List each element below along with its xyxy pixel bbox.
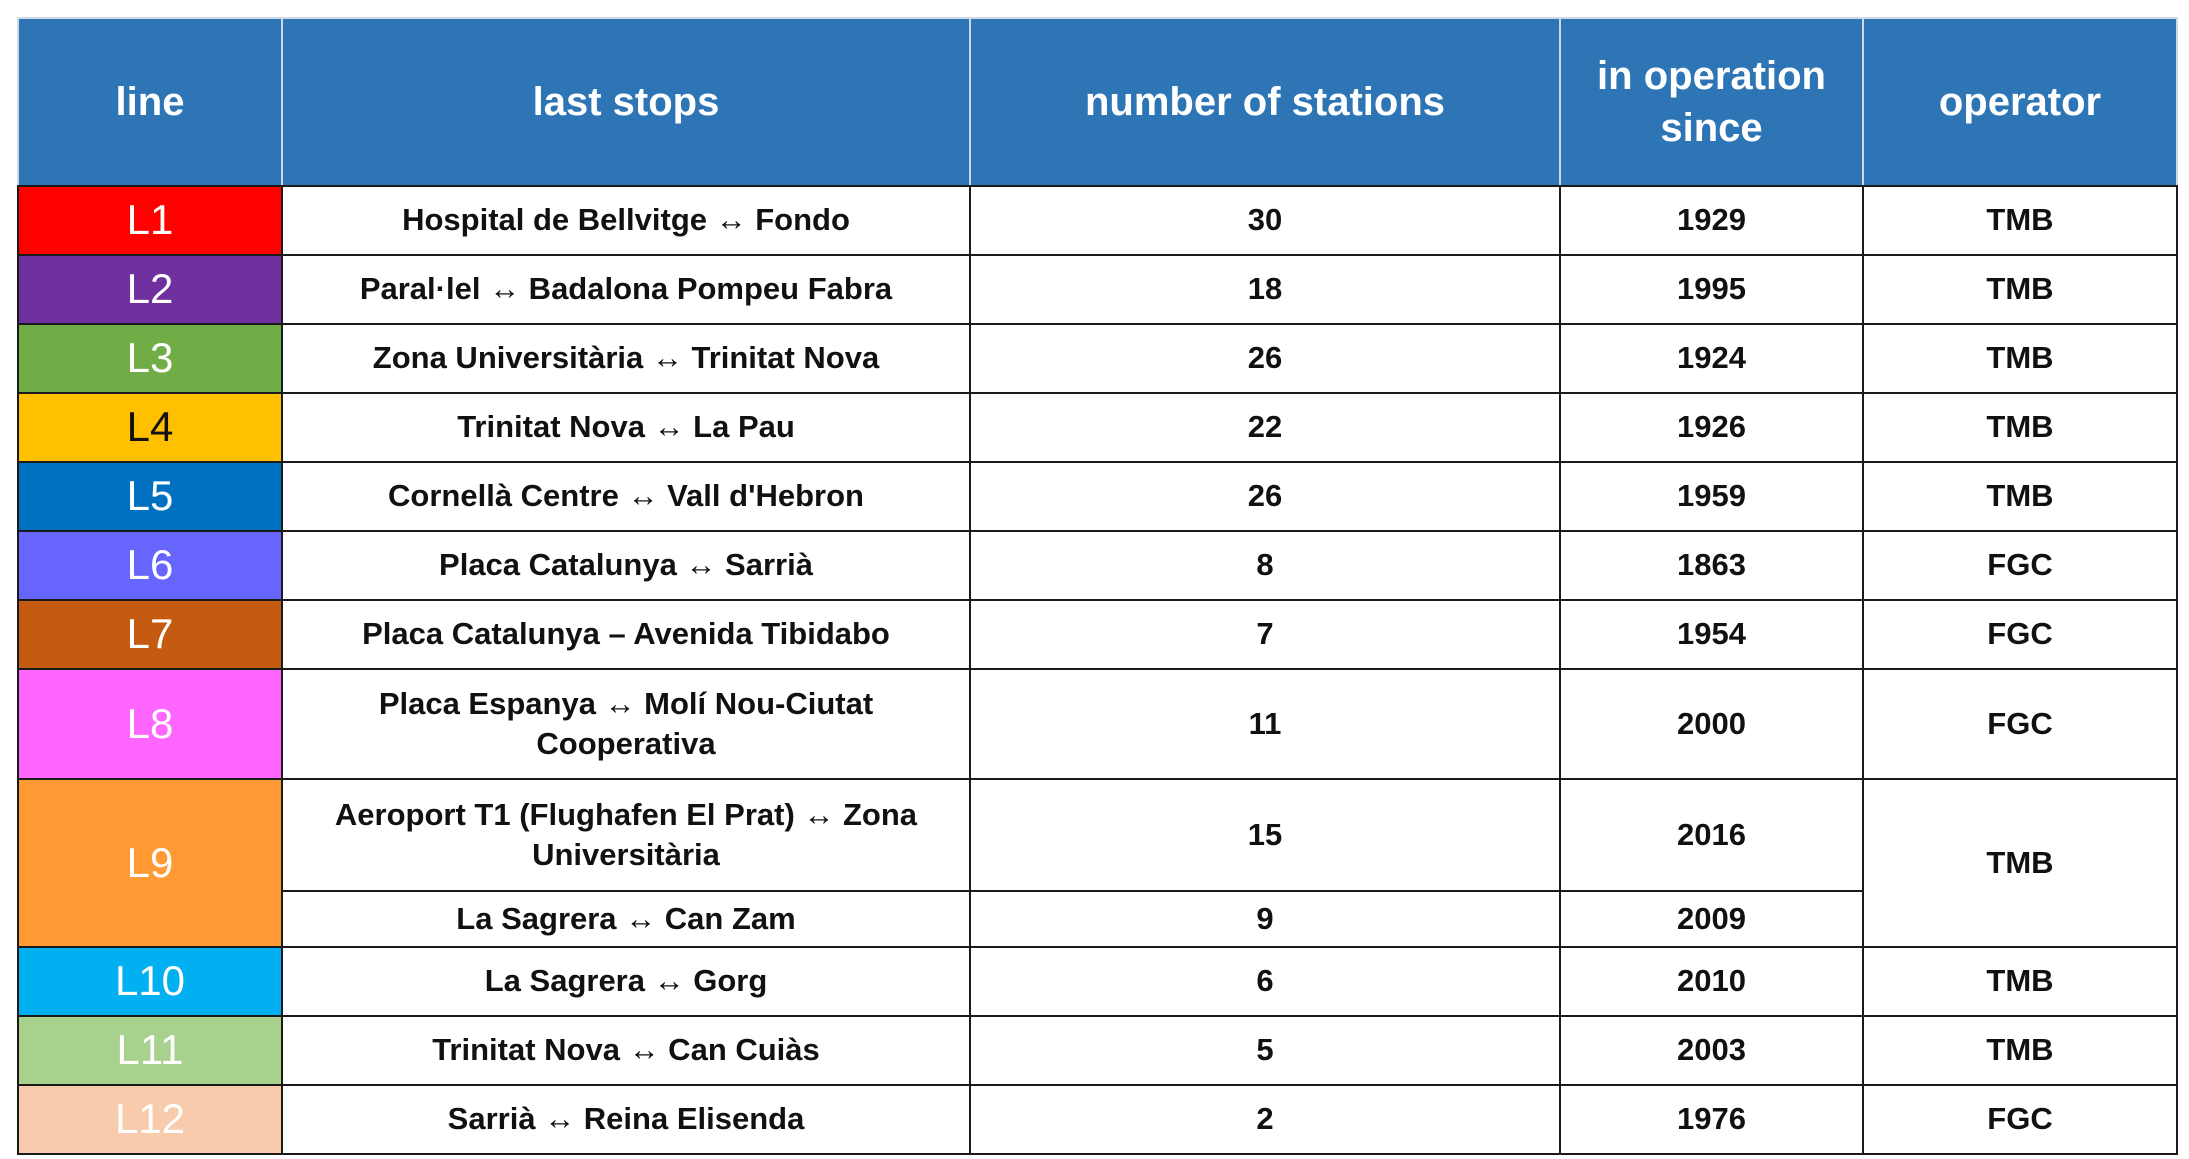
header-row: line last stops number of stations in op…: [17, 17, 2178, 187]
row: L9 Aeroport T1 (Flughafen El Prat) ↔ Zona…: [17, 778, 2178, 948]
operator-cell: FGC: [1862, 1084, 2178, 1155]
line-cell: L7: [17, 599, 283, 670]
line-cell: L10: [17, 946, 283, 1017]
stations-cell: 9: [969, 890, 1561, 948]
stops-cell: Placa Catalunya – Avenida Tibidabo: [281, 599, 971, 670]
stations-cell: 18: [969, 254, 1561, 325]
stations-cell: 22: [969, 392, 1561, 463]
line-cell: L5: [17, 461, 283, 532]
stops-cell: Trinitat Nova ↔ Can Cuiàs: [281, 1015, 971, 1086]
operator-cell: TMB: [1862, 778, 2178, 948]
operator-cell: FGC: [1862, 599, 2178, 670]
line-cell: L8: [17, 668, 283, 780]
stops-cell: Hospital de Bellvitge ↔ Fondo: [281, 185, 971, 256]
header-cell: line: [17, 17, 283, 187]
operator-cell: TMB: [1862, 392, 2178, 463]
stops-cell: La Sagrera ↔ Gorg: [281, 946, 971, 1017]
since-cell: 1926: [1559, 392, 1864, 463]
row: La Sagrera ↔ Can Zam 9 2009: [18, 890, 2177, 948]
row: L5 Cornellà Centre ↔ Vall d'Hebron 26 1959 T…: [17, 461, 2178, 532]
stops-cell: La Sagrera ↔ Can Zam: [281, 890, 971, 948]
since-cell: 2009: [1559, 890, 1864, 948]
since-cell: 2016: [1559, 778, 1864, 892]
operator-cell: TMB: [1862, 185, 2178, 256]
row: L4 Trinitat Nova ↔ La Pau 22 1926 TMB: [17, 392, 2178, 463]
since-cell: 2003: [1559, 1015, 1864, 1086]
row: L8 Placa Espanya ↔ Molí Nou-Ciutat Cooper…: [17, 668, 2178, 780]
metro-table: line last stops number of stations in op…: [17, 17, 2178, 1155]
operator-cell: TMB: [1862, 254, 2178, 325]
stops-cell: Paral·lel ↔ Badalona Pompeu Fabra: [281, 254, 971, 325]
line-cell: L11: [17, 1015, 283, 1086]
since-cell: 1995: [1559, 254, 1864, 325]
header-cell: number of stations: [969, 17, 1561, 187]
stops-cell: Cornellà Centre ↔ Vall d'Hebron: [281, 461, 971, 532]
header-cell: operator: [1862, 17, 2178, 187]
operator-cell: TMB: [1862, 946, 2178, 1017]
since-cell: 1924: [1559, 323, 1864, 394]
stations-cell: 2: [969, 1084, 1561, 1155]
line-cell: L3: [17, 323, 283, 394]
row: L1 Hospital de Bellvitge ↔ Fondo 30 1929 TMB: [17, 185, 2178, 256]
stops-cell: Placa Catalunya ↔ Sarrià: [281, 530, 971, 601]
operator-cell: TMB: [1862, 461, 2178, 532]
stops-cell: Zona Universitària ↔ Trinitat Nova: [281, 323, 971, 394]
stations-cell: 7: [969, 599, 1561, 670]
row: L10 La Sagrera ↔ Gorg 6 2010 TMB: [17, 946, 2178, 1017]
stations-cell: 8: [969, 530, 1561, 601]
stations-cell: 26: [969, 461, 1561, 532]
since-cell: 1976: [1559, 1084, 1864, 1155]
stations-cell: 26: [969, 323, 1561, 394]
row: L2 Paral·lel ↔ Badalona Pompeu Fabra 18 199…: [17, 254, 2178, 325]
since-cell: 1929: [1559, 185, 1864, 256]
stops-cell: Aeroport T1 (Flughafen El Prat) ↔ Zona U…: [281, 778, 971, 892]
since-cell: 1954: [1559, 599, 1864, 670]
operator-cell: FGC: [1862, 668, 2178, 780]
row: L7 Placa Catalunya – Avenida Tibidabo 7 195…: [17, 599, 2178, 670]
operator-cell: TMB: [1862, 323, 2178, 394]
header-cell: in operation since: [1559, 17, 1864, 187]
line-cell: L1: [17, 185, 283, 256]
stations-cell: 15: [969, 778, 1561, 892]
stops-cell: Sarrià ↔ Reina Elisenda: [281, 1084, 971, 1155]
stops-cell: Placa Espanya ↔ Molí Nou-Ciutat Cooperat…: [281, 668, 971, 780]
header-cell: last stops: [281, 17, 971, 187]
line-cell: L2: [17, 254, 283, 325]
operator-cell: TMB: [1862, 1015, 2178, 1086]
row: L12 Sarrià ↔ Reina Elisenda 2 1976 FGC: [17, 1084, 2178, 1155]
row: L3 Zona Universitària ↔ Trinitat Nova 26 19…: [17, 323, 2178, 394]
line-cell: L6: [17, 530, 283, 601]
since-cell: 2000: [1559, 668, 1864, 780]
row: L11 Trinitat Nova ↔ Can Cuiàs 5 2003 TMB: [17, 1015, 2178, 1086]
since-cell: 2010: [1559, 946, 1864, 1017]
since-cell: 1863: [1559, 530, 1864, 601]
line-cell: L12: [17, 1084, 283, 1155]
stations-cell: 5: [969, 1015, 1561, 1086]
row: L6 Placa Catalunya ↔ Sarrià 8 1863 FGC: [17, 530, 2178, 601]
stations-cell: 30: [969, 185, 1561, 256]
stations-cell: 11: [969, 668, 1561, 780]
line-cell: L4: [17, 392, 283, 463]
stops-cell: Trinitat Nova ↔ La Pau: [281, 392, 971, 463]
line-cell: L9: [17, 778, 283, 948]
since-cell: 1959: [1559, 461, 1864, 532]
operator-cell: FGC: [1862, 530, 2178, 601]
stations-cell: 6: [969, 946, 1561, 1017]
